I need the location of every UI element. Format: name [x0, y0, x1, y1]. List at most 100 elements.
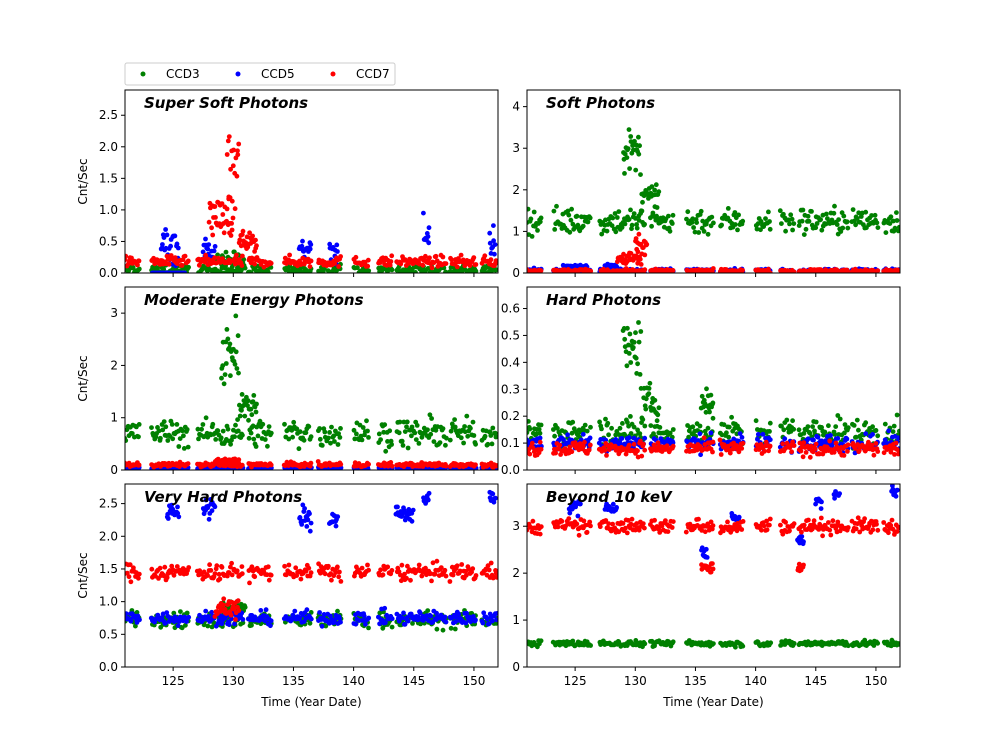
data-point [169, 502, 175, 508]
data-point [211, 248, 217, 254]
data-point [587, 435, 593, 441]
data-point [655, 412, 661, 418]
data-point [353, 254, 359, 260]
data-point [582, 422, 588, 428]
data-point [225, 138, 231, 144]
data-point [212, 244, 218, 249]
data-point [631, 424, 637, 430]
data-point [490, 491, 496, 497]
data-point [624, 363, 630, 369]
data-point [494, 463, 498, 468]
data-point [442, 567, 448, 573]
data-point [175, 504, 180, 510]
data-point [585, 219, 591, 225]
points-layer [527, 484, 900, 650]
data-point [732, 210, 738, 215]
data-point [694, 220, 699, 226]
data-point [535, 228, 540, 233]
data-point [449, 421, 455, 427]
data-point [890, 218, 896, 224]
series-ccd3 [527, 127, 900, 239]
data-point [233, 313, 239, 319]
data-point [136, 266, 142, 272]
data-point [294, 426, 300, 432]
data-point [265, 564, 271, 570]
data-point [231, 147, 237, 153]
data-point [226, 134, 232, 140]
data-point [203, 608, 209, 614]
data-point [643, 396, 649, 402]
data-point [856, 427, 861, 433]
data-point [638, 329, 644, 334]
data-point [410, 507, 416, 513]
data-point [227, 345, 232, 351]
data-point [527, 419, 531, 424]
data-point [813, 419, 819, 425]
data-point [383, 620, 388, 626]
data-point [588, 643, 593, 648]
data-point [489, 441, 495, 447]
data-point [493, 267, 498, 273]
data-point [640, 417, 646, 422]
data-point [404, 419, 410, 425]
data-point [799, 218, 805, 224]
data-point [307, 246, 313, 252]
data-point [856, 210, 862, 216]
data-point [397, 419, 403, 425]
data-point [308, 258, 314, 264]
data-point [633, 330, 638, 336]
data-point [537, 430, 543, 436]
data-point [440, 627, 446, 633]
data-point [782, 436, 788, 442]
points-layer [527, 320, 900, 460]
data-point [251, 393, 257, 398]
data-point [565, 432, 570, 438]
data-point [875, 268, 881, 273]
data-point [365, 257, 371, 263]
data-point [481, 610, 487, 616]
data-point [619, 436, 625, 441]
data-point [229, 560, 235, 566]
data-point [780, 441, 786, 447]
data-point [336, 264, 341, 269]
data-point [637, 431, 643, 436]
data-point [427, 412, 433, 418]
data-point [335, 442, 341, 447]
data-point [361, 613, 367, 619]
data-point [456, 611, 462, 617]
data-point [239, 392, 245, 397]
data-point [438, 565, 444, 570]
data-point [667, 228, 673, 234]
data-point [725, 206, 731, 211]
data-point [492, 242, 498, 248]
data-point [701, 435, 707, 441]
data-point [409, 518, 415, 524]
data-point [220, 363, 226, 369]
data-point [893, 440, 899, 446]
data-point [164, 575, 170, 580]
data-point [421, 210, 426, 216]
data-point [207, 562, 213, 568]
data-point [632, 138, 637, 144]
data-point [616, 209, 622, 215]
data-point [327, 241, 333, 247]
data-point [837, 416, 843, 422]
data-point [224, 206, 230, 212]
data-point [495, 434, 498, 440]
data-point [227, 195, 233, 201]
data-point [308, 616, 314, 622]
data-point [684, 216, 689, 222]
data-point [262, 618, 268, 624]
data-point [136, 571, 142, 577]
data-point [401, 610, 406, 616]
data-point [701, 229, 707, 234]
data-point [796, 223, 802, 229]
data-point [255, 433, 261, 439]
data-point [228, 166, 234, 172]
y-tick-label: 2.0 [99, 529, 118, 543]
data-point [224, 327, 230, 332]
data-point [584, 428, 590, 434]
data-point [136, 462, 142, 468]
data-point [654, 205, 660, 210]
data-point [767, 437, 773, 443]
